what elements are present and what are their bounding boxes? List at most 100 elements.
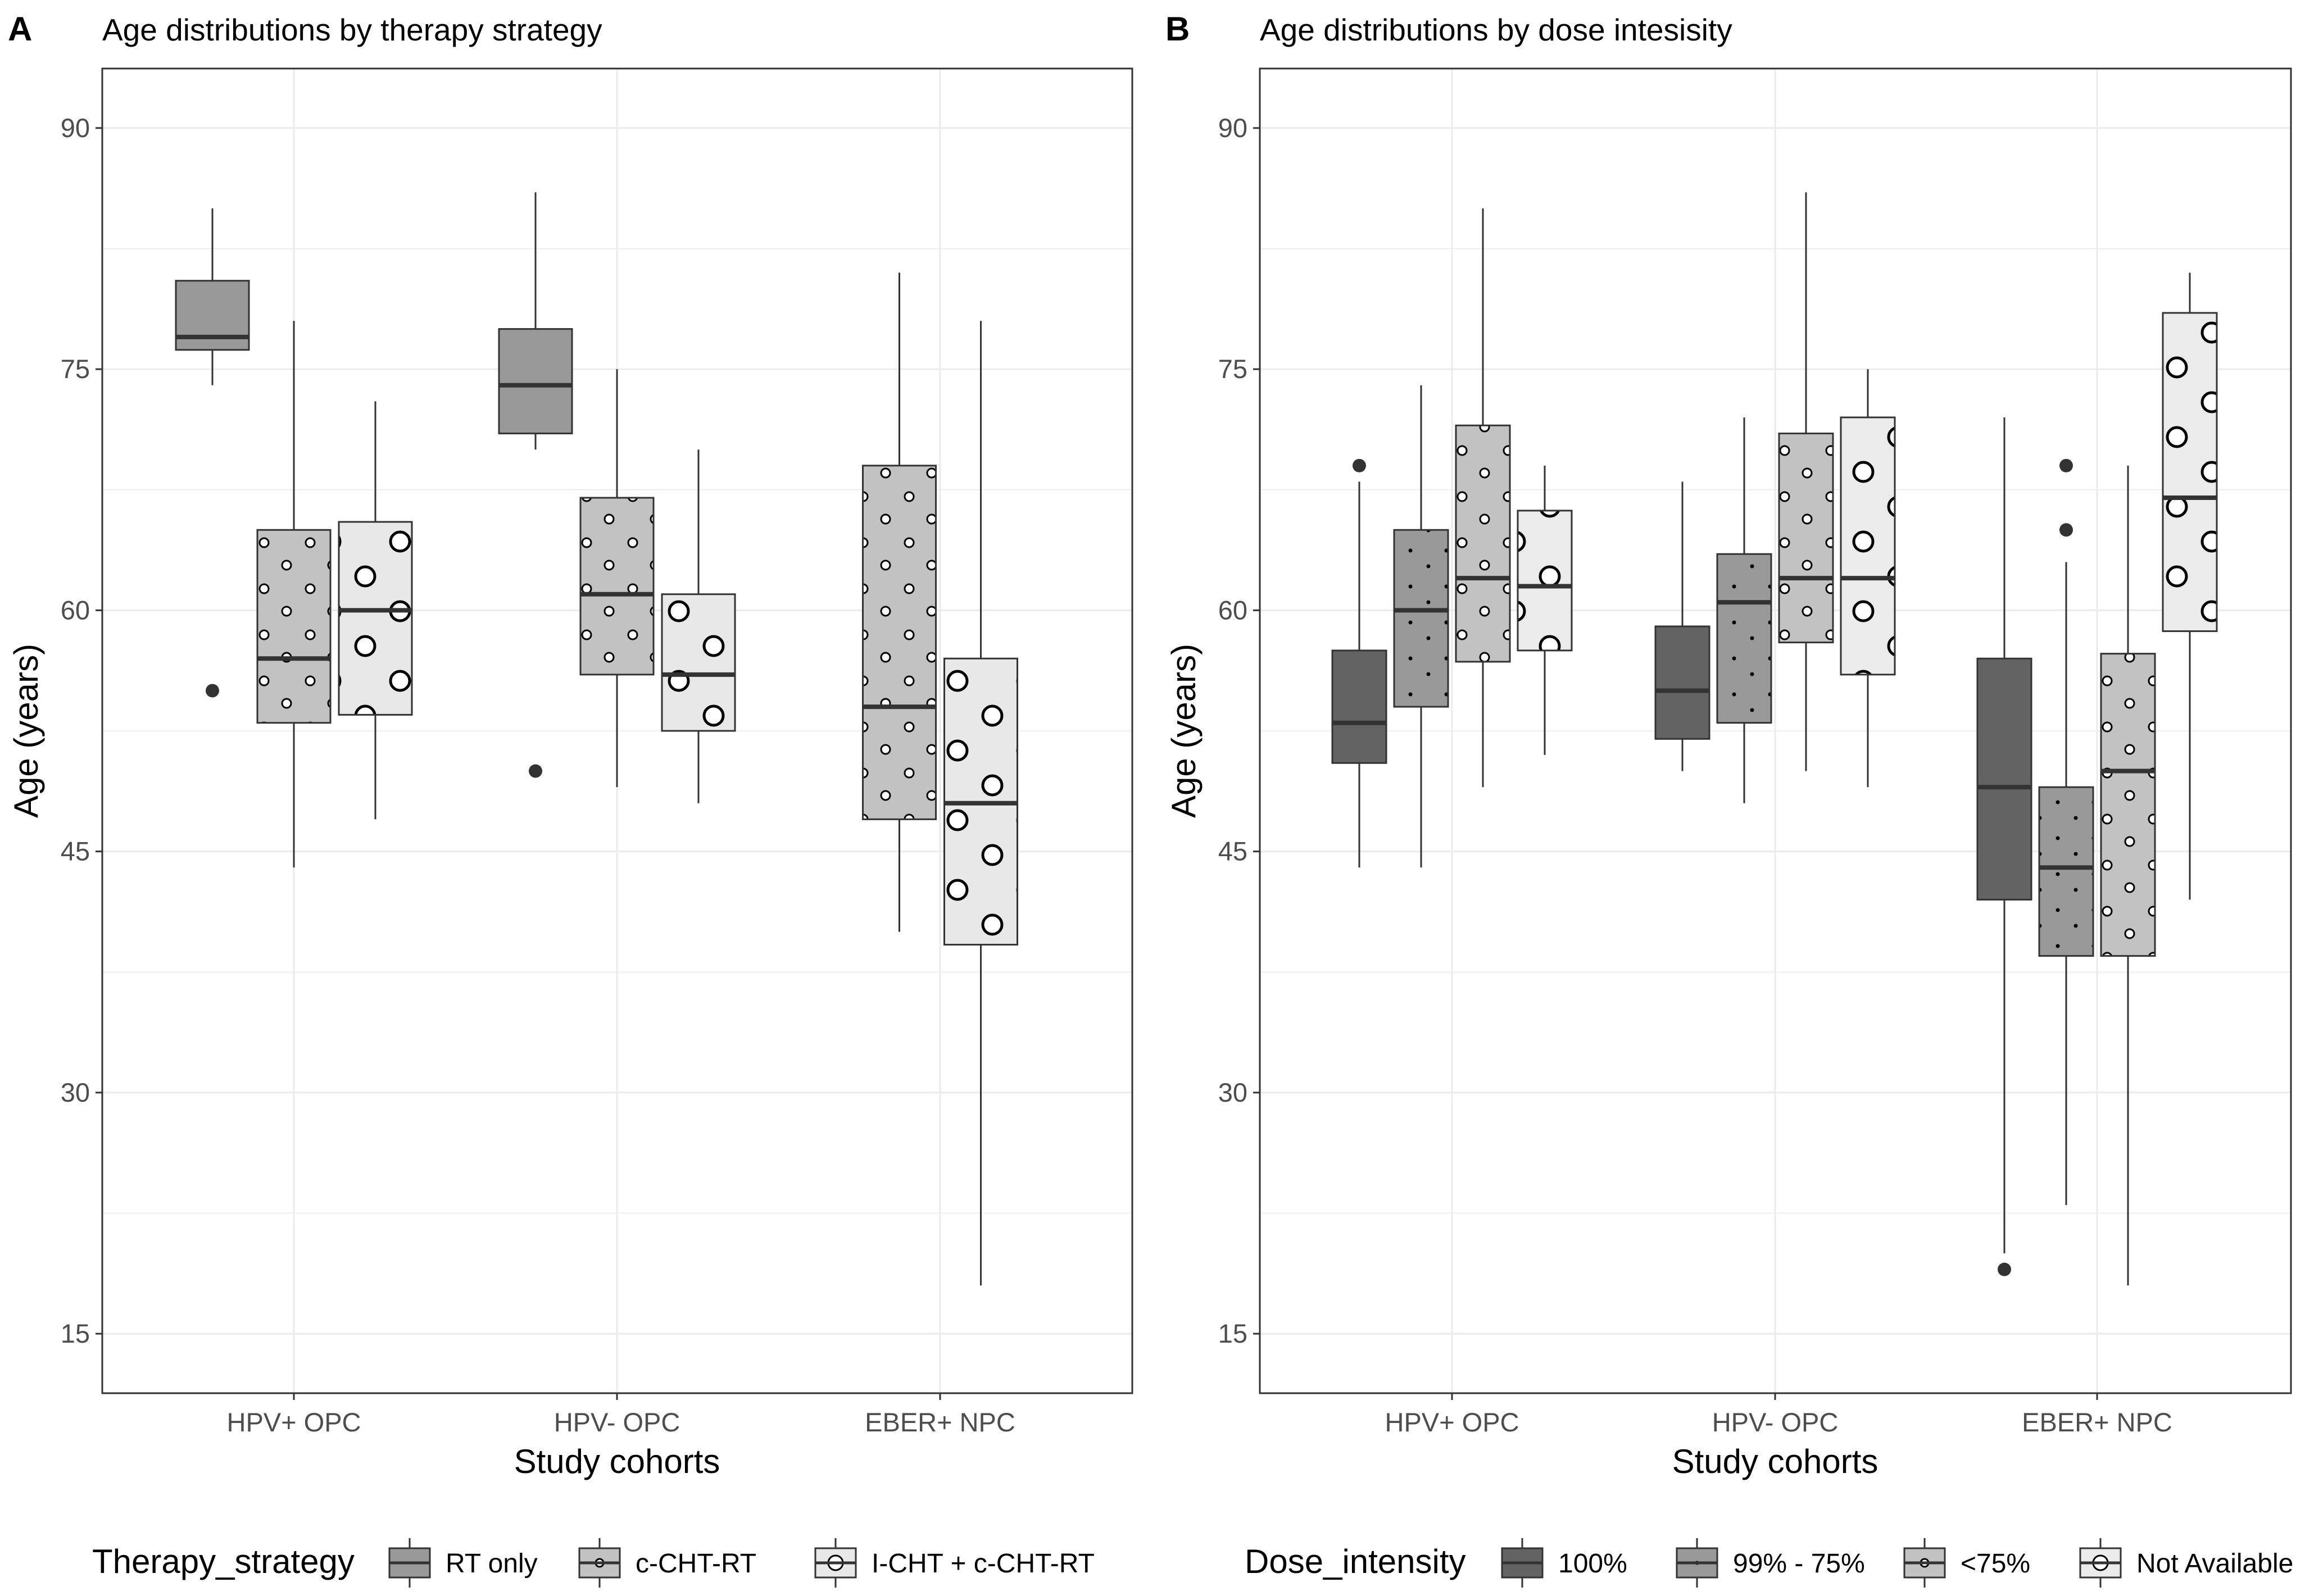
- box-pattern: [2163, 312, 2217, 631]
- box-pattern: [1456, 425, 1510, 662]
- box-not-available-hpv-opc: [1517, 465, 1573, 755]
- panel-a: A Age distributions by therapy strategy …: [7, 10, 1133, 1588]
- box-outline: [1654, 625, 1710, 740]
- box-outline: [1455, 424, 1511, 663]
- box-outline: [1778, 433, 1834, 644]
- box--75--eber-npc: [2100, 465, 2156, 1286]
- box-pattern: [2101, 653, 2155, 956]
- legend-label: <75%: [1961, 1549, 2030, 1579]
- box-c-cht-rt-hpv-opc: [579, 369, 655, 788]
- box-outline: [2162, 312, 2218, 633]
- legend-label: RT only: [446, 1549, 538, 1579]
- box-outline: [1840, 416, 1896, 676]
- x-tick-label: EBER+ NPC: [2022, 1407, 2172, 1437]
- box-body: [176, 280, 249, 350]
- box-i-cht-c-cht-rt-hpv-opc: [338, 401, 413, 820]
- box-i-cht-c-cht-rt-eber-npc: [943, 321, 1018, 1286]
- box-outline: [1517, 510, 1573, 652]
- box-not-available-eber-npc: [2162, 272, 2218, 900]
- y-tick-label: 45: [1218, 836, 1247, 866]
- box-pattern: [1394, 530, 1448, 707]
- y-tick-label: 75: [61, 354, 90, 384]
- legend-label: c-CHT-RT: [636, 1549, 756, 1579]
- box-pattern: [1779, 433, 1833, 643]
- x-axis-title: Study cohorts: [514, 1443, 720, 1480]
- x-tick-label: HPV- OPC: [554, 1407, 680, 1437]
- box-body: [499, 329, 572, 434]
- outlier-point: [2059, 523, 2073, 537]
- box-outline: [1976, 657, 2032, 901]
- outlier-point: [206, 684, 219, 698]
- box-pattern: [339, 521, 412, 715]
- x-tick-label: EBER+ NPC: [865, 1407, 1015, 1437]
- axis-ticks: 15 30 45 60 75 90 HPV+ OPC HPV- OPC EBER+ NPC: [61, 113, 1015, 1437]
- legend-label: I-CHT + c-CHT-RT: [872, 1549, 1095, 1579]
- chart-title: Age distributions by therapy strategy: [102, 12, 602, 47]
- y-tick-label: 45: [61, 836, 90, 866]
- box--75--hpv-opc: [1455, 208, 1511, 788]
- box-pattern: [1841, 417, 1895, 675]
- box-100--hpv-opc: [1654, 481, 1710, 771]
- legend-key: [578, 1538, 621, 1588]
- box-c-cht-rt-eber-npc: [862, 272, 937, 932]
- box-outline: [1716, 553, 1772, 724]
- gridlines: [102, 69, 1132, 1393]
- box-outline: [256, 529, 332, 724]
- box-99-75--eber-npc: [2038, 458, 2094, 1206]
- box-pattern: [1717, 554, 1771, 723]
- y-tick-label: 75: [1218, 354, 1247, 384]
- panel-b: B Age distributions by dose intesisity 1…: [1165, 10, 2293, 1588]
- box-pattern: [257, 530, 330, 723]
- box-rt-only-hpv-opc: [498, 192, 573, 778]
- legend-label: Not Available: [2136, 1549, 2293, 1579]
- x-tick-label: HPV+ OPC: [227, 1407, 361, 1437]
- y-tick-label: 15: [1218, 1318, 1247, 1348]
- box-pattern: [2039, 787, 2093, 956]
- box-outline: [175, 280, 250, 351]
- x-tick-label: HPV+ OPC: [1385, 1407, 1519, 1437]
- box-outline: [2038, 786, 2094, 957]
- box-outline: [338, 521, 413, 716]
- y-tick-label: 30: [1218, 1077, 1247, 1107]
- axis-ticks: 15 30 45 60 75 90 HPV+ OPC HPV- OPC EBER+ NPC: [1218, 113, 2172, 1437]
- y-tick-label: 15: [61, 1318, 90, 1348]
- panel-label: B: [1165, 10, 1190, 48]
- y-tick-label: 90: [1218, 113, 1247, 143]
- panel-label: A: [8, 10, 32, 48]
- box-100--eber-npc: [1976, 417, 2032, 1276]
- box-99-75--hpv-opc: [1716, 417, 1772, 803]
- legend-key: [814, 1538, 857, 1588]
- box-i-cht-c-cht-rt-hpv-opc: [661, 449, 736, 803]
- box-outline: [1331, 649, 1387, 764]
- legend-title: Dose_intensity: [1245, 1543, 1466, 1580]
- box-rt-only-hpv-opc: [175, 208, 250, 698]
- outlier-point: [2059, 458, 2073, 472]
- boxes: [175, 192, 1018, 1286]
- chart-title: Age distributions by dose intesisity: [1260, 12, 1732, 47]
- legend: Therapy_strategy RT only c-CHT-RT I-CHT + …: [92, 1538, 1095, 1588]
- box-outline: [2100, 653, 2156, 957]
- box-outline: [1393, 529, 1449, 708]
- x-axis-title: Study cohorts: [1672, 1443, 1879, 1480]
- legend-label: 100%: [1558, 1549, 1627, 1579]
- y-tick-label: 60: [61, 595, 90, 625]
- legend-title: Therapy_strategy: [92, 1543, 355, 1580]
- box-body: [1332, 650, 1386, 763]
- x-tick-label: HPV- OPC: [1712, 1407, 1839, 1437]
- legend: Dose_intensity 100% 99% - 75% <75% Not Avai…: [1245, 1538, 2293, 1588]
- box--75--hpv-opc: [1778, 192, 1834, 771]
- y-tick-label: 60: [1218, 595, 1247, 625]
- legend-key: [388, 1538, 431, 1588]
- box-c-cht-rt-hpv-opc: [256, 321, 332, 868]
- box-outline: [579, 497, 655, 676]
- box-pattern: [662, 594, 735, 731]
- box-body: [1977, 658, 2031, 900]
- y-axis-title: Age (years): [1165, 644, 1203, 818]
- box-pattern: [580, 498, 654, 675]
- box-not-available-hpv-opc: [1840, 369, 1896, 788]
- legend-key: [1676, 1538, 1718, 1588]
- box-outline: [498, 328, 573, 435]
- legend-label: 99% - 75%: [1733, 1549, 1865, 1579]
- box-100--hpv-opc: [1331, 458, 1387, 868]
